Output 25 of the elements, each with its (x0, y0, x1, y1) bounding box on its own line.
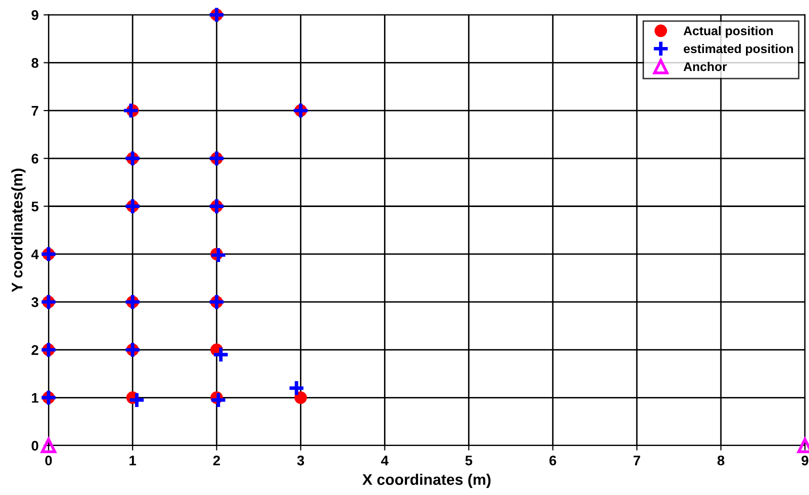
x-tick-label: 4 (381, 456, 389, 466)
y-tick-label: 8 (32, 58, 38, 68)
x-tick-label: 9 (802, 456, 808, 466)
y-tick-label: 1 (32, 393, 38, 403)
y-tick-label: 4 (31, 250, 39, 260)
y-tick-label: 0 (32, 440, 38, 451)
y-tick-label: 5 (32, 202, 38, 212)
y-tick-label: 3 (31, 297, 38, 308)
legend-label: Anchor (684, 62, 727, 72)
y-tick-label: 7 (32, 106, 38, 116)
x-tick-label: 1 (130, 456, 136, 466)
y-tick-label: 6 (32, 154, 38, 164)
x-tick-label: 8 (717, 456, 724, 466)
x-tick-label: 3 (297, 456, 304, 466)
x-tick-label: 6 (549, 456, 556, 466)
x-tick-label: 7 (634, 456, 640, 466)
y-tick-label: 2 (32, 345, 38, 355)
y-axis-title: Y coordinates(m) (11, 168, 26, 292)
x-tick-label: 0 (45, 456, 52, 466)
legend-label: estimated position (684, 44, 793, 56)
y-tick-label: 9 (32, 10, 38, 20)
x-tick-label: 5 (465, 456, 472, 466)
legend-label: Actual position (684, 26, 773, 38)
x-axis-title: X coordinates (m) (362, 474, 491, 488)
x-tick-label: 2 (213, 456, 220, 466)
